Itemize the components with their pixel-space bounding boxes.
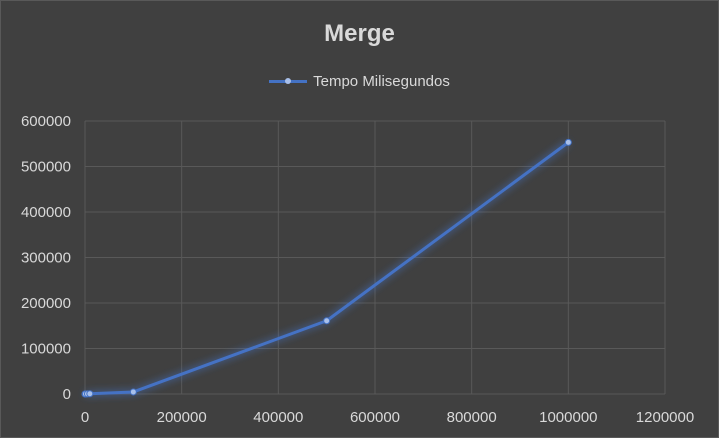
- x-tick-label: 1200000: [636, 409, 694, 426]
- x-tick-label: 600000: [350, 409, 400, 426]
- legend-marker-icon: [269, 72, 308, 90]
- x-tick-label: 200000: [157, 409, 207, 426]
- data-point: [86, 390, 94, 398]
- chart-title: Merge: [324, 20, 395, 47]
- series-line: [83, 141, 570, 396]
- x-tick-label: 800000: [447, 409, 497, 426]
- y-tick-label: 600000: [21, 113, 71, 130]
- x-tick-label: 400000: [253, 409, 303, 426]
- y-tick-label: 100000: [21, 341, 71, 358]
- legend-label: Tempo Milisegundos: [313, 72, 450, 90]
- data-point: [129, 388, 137, 396]
- x-tick-label: 1000000: [539, 409, 597, 426]
- y-tick-label: 500000: [21, 159, 71, 176]
- legend: Tempo Milisegundos: [0, 72, 719, 90]
- y-tick-label: 400000: [21, 204, 71, 221]
- y-tick-label: 300000: [21, 250, 71, 267]
- data-point: [323, 317, 331, 325]
- data-point: [564, 138, 572, 146]
- y-tick-label: 0: [63, 386, 71, 403]
- y-tick-label: 200000: [21, 295, 71, 312]
- x-tick-label: 0: [81, 409, 89, 426]
